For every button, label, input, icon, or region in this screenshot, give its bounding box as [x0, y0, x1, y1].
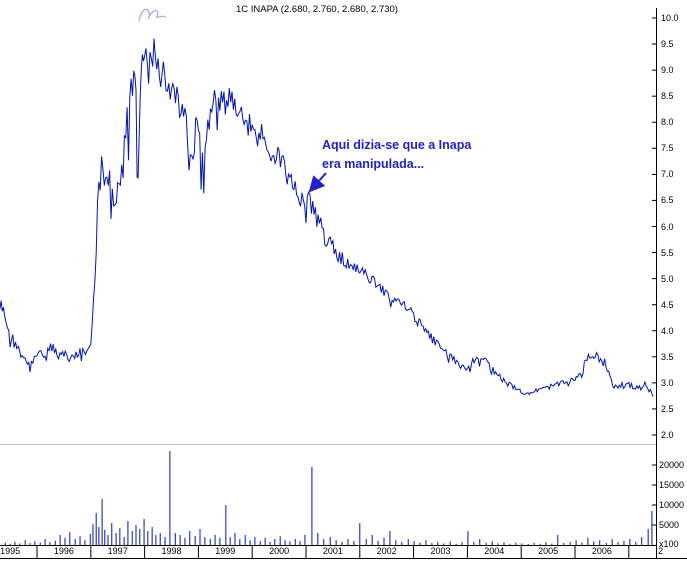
security-title: 1C INAPA (2.680, 2.760, 2.680, 2.730)	[236, 4, 398, 15]
scribble-annotation	[138, 8, 167, 22]
price-line	[0, 38, 654, 398]
volume-bars	[4, 451, 653, 545]
annotation-text: Aqui dizia-se que a Inapa era manipulada…	[322, 136, 471, 174]
annotation-arrow	[308, 172, 327, 193]
drawing-annotations	[138, 8, 327, 193]
annotation-text-line2: era manipulada...	[322, 157, 425, 171]
annotation-text-line1: Aqui dizia-se que a Inapa	[322, 138, 472, 152]
